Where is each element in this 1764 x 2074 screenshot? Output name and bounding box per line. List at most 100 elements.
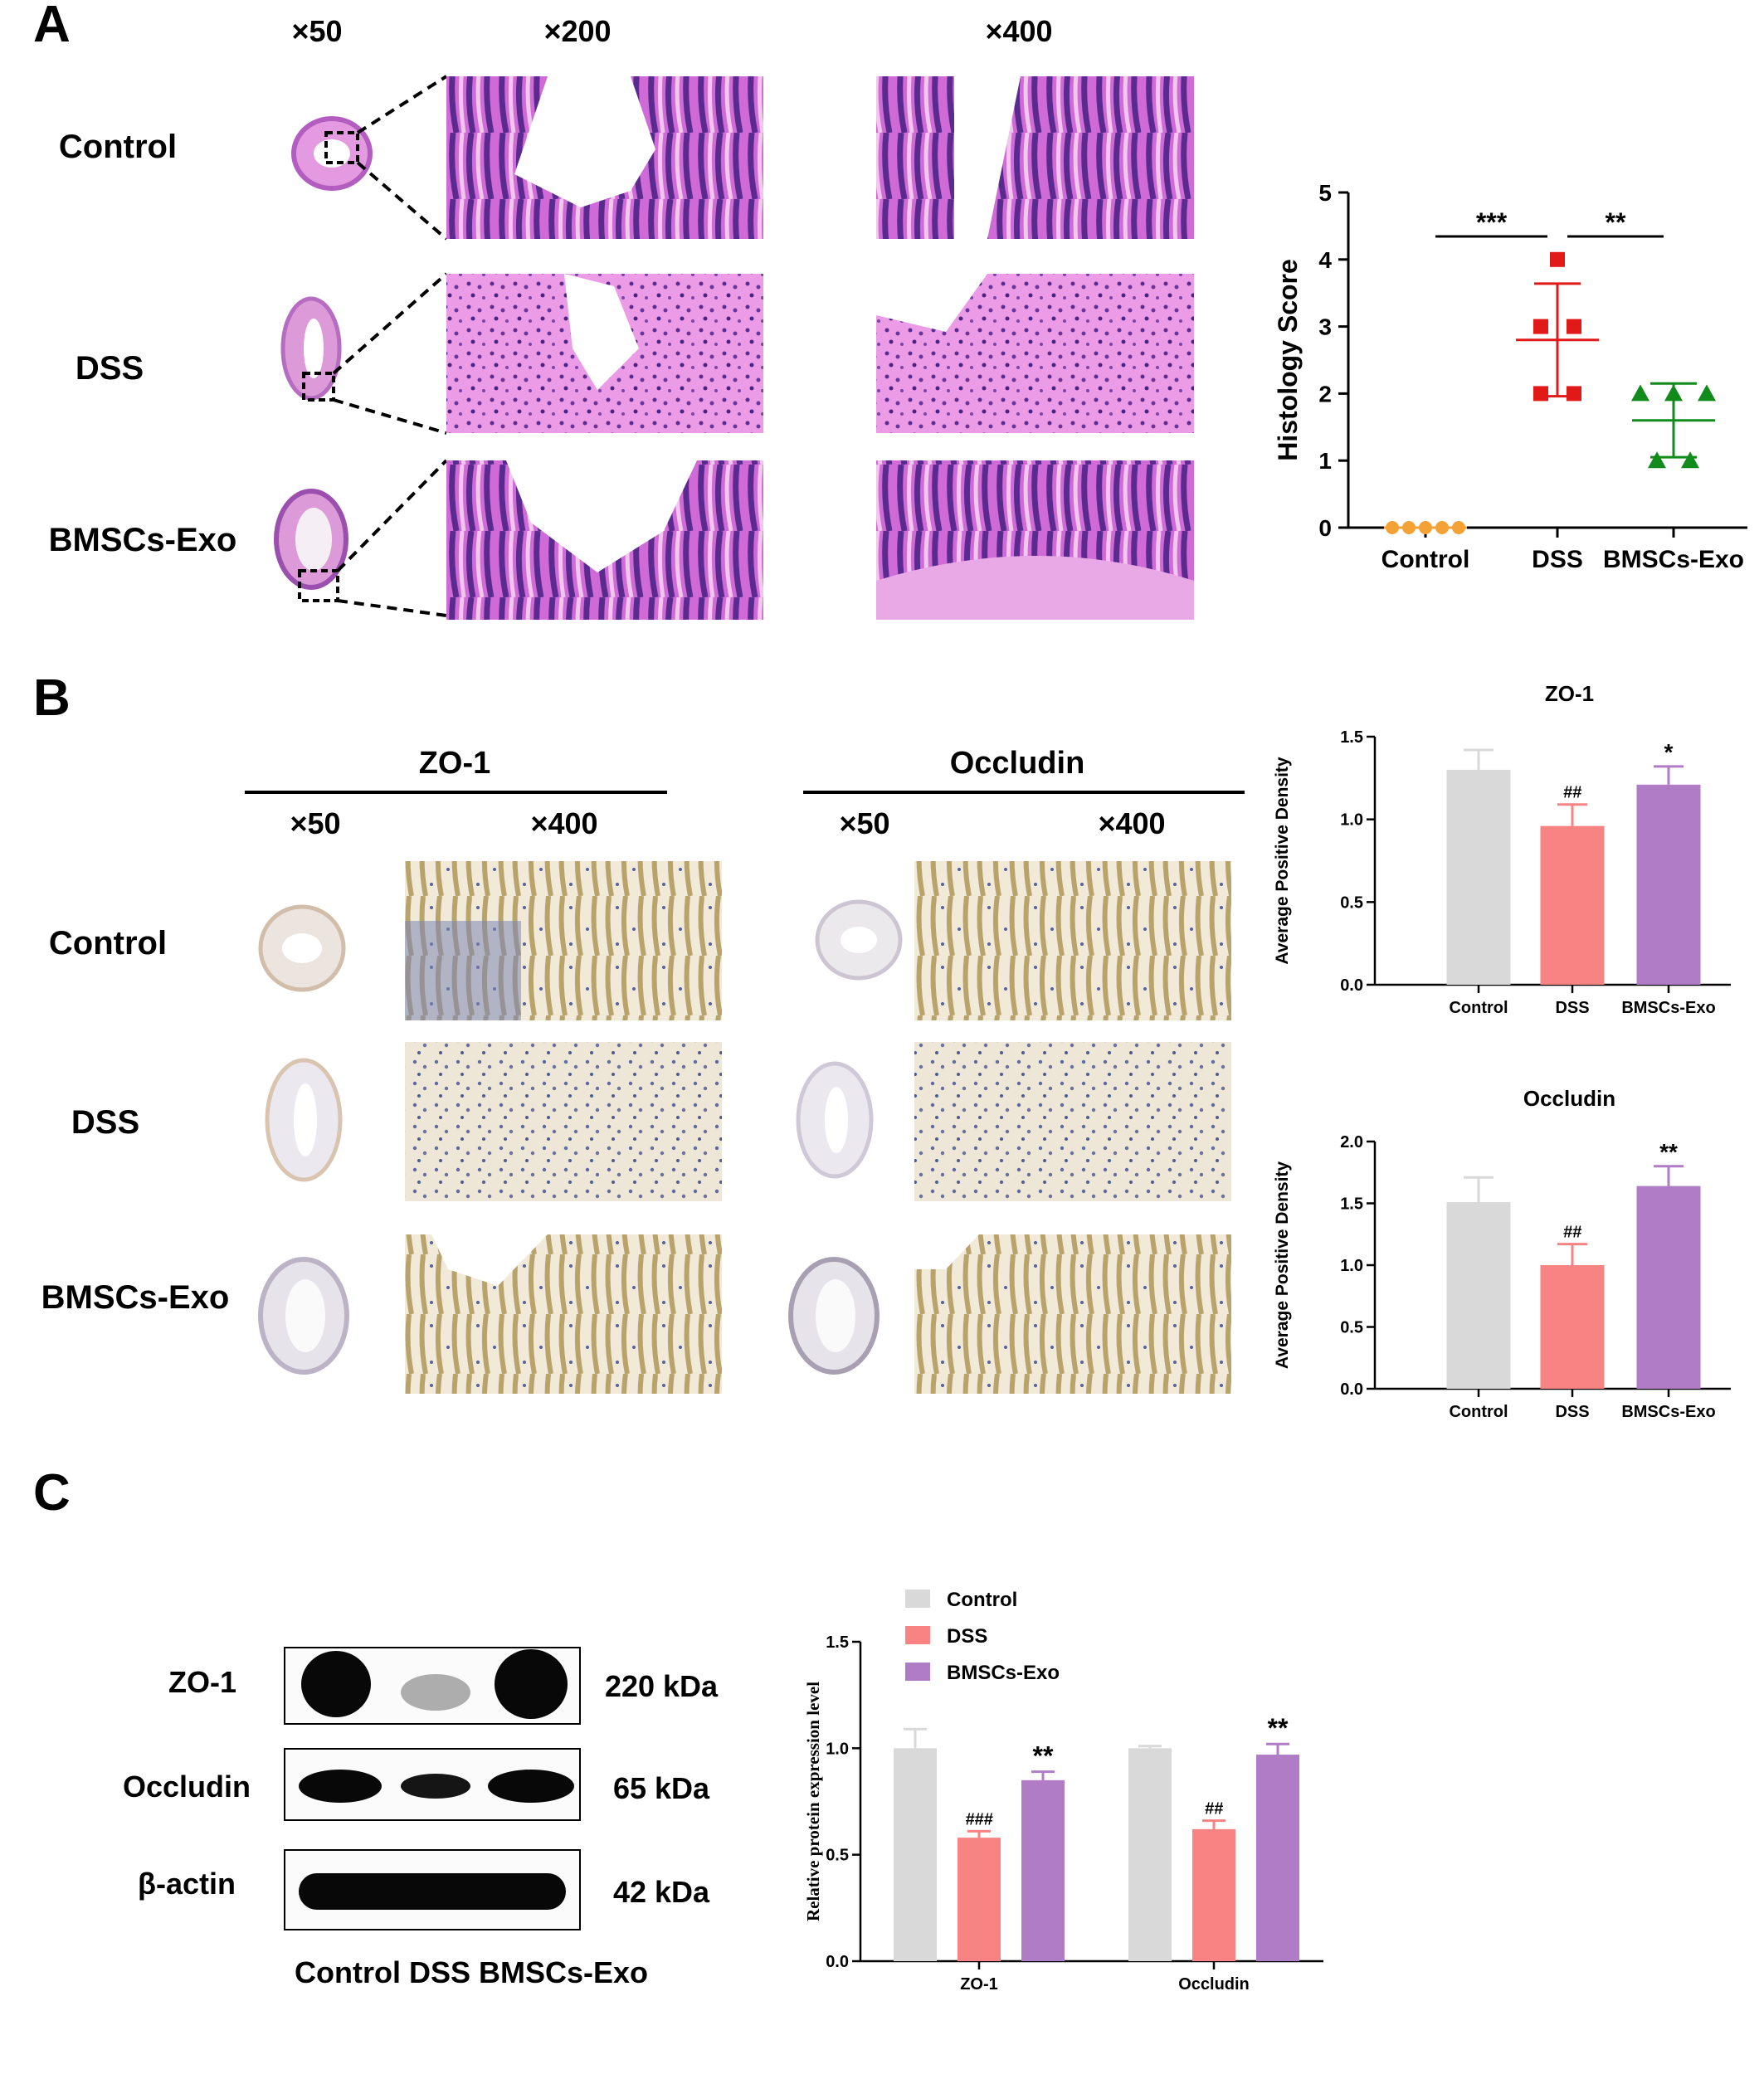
ihc-blue-region — [405, 921, 521, 1020]
data-point — [1567, 319, 1581, 334]
he-stroma — [876, 556, 1194, 620]
legend-label: BMSCs-Exo — [947, 1662, 1060, 1684]
bar — [1446, 769, 1511, 985]
he-image-control-x400 — [876, 76, 1194, 239]
blot-band — [299, 1873, 566, 1910]
zoom-line — [336, 459, 448, 572]
panel-a-row-label-bmscs: BMSCs-Exo — [49, 522, 237, 558]
chart-title: Occludin — [1523, 1086, 1615, 1111]
panel-a-row-label-control: Control — [59, 129, 177, 165]
bar — [894, 1748, 937, 1961]
he-lumen — [564, 274, 639, 390]
blot-size-beta-actin: 42 kDa — [613, 1875, 710, 1909]
panel-b-mag-400: ×400 — [1098, 806, 1165, 840]
zoom-line — [356, 75, 448, 134]
data-point — [1452, 521, 1465, 534]
zoom-box — [302, 372, 335, 402]
data-point — [1435, 521, 1449, 534]
he-thumbnail-lumen — [295, 508, 332, 571]
ihc-lumen — [431, 1234, 548, 1286]
ihc-image-occludin-bmscs-x400 — [914, 1234, 1231, 1394]
data-point — [1419, 521, 1432, 534]
y-tick-label: 0.0 — [826, 1953, 849, 1971]
bar — [1021, 1779, 1065, 1961]
y-tick-label: 3 — [1318, 314, 1332, 340]
blot-size-occludin: 65 kDa — [613, 1771, 710, 1805]
panel-b-row-label-control: Control — [49, 925, 167, 962]
occludin-density-chart: Occludin 0.0 0.5 1.0 1.5 2.0 Average Positive … — [1273, 1086, 1731, 1421]
zoom-line — [332, 272, 448, 375]
bar — [1540, 1265, 1605, 1389]
ihc-image-occludin-dss-x400 — [914, 1042, 1231, 1201]
panel-letter-b: B — [33, 669, 71, 727]
panel-b-stain-occludin: Occludin — [950, 746, 1085, 781]
panel-letter-a: A — [33, 0, 71, 53]
bar — [1446, 1202, 1511, 1389]
he-lumen — [506, 460, 697, 572]
y-tick-label: 2.0 — [1340, 1133, 1363, 1151]
zoom-line — [337, 599, 447, 617]
x-tick-label: DSS — [1555, 999, 1589, 1017]
panel-a-row-label-dss: DSS — [76, 350, 144, 387]
significance-label: ## — [1563, 784, 1582, 802]
panel-b-stain-zo1: ZO-1 — [419, 746, 491, 781]
y-tick-label: 0.0 — [1340, 976, 1363, 995]
y-tick-label: 1.0 — [1340, 1257, 1363, 1275]
bar — [1636, 784, 1701, 985]
y-tick-label: 0 — [1318, 515, 1332, 541]
blot-size-zo1: 220 kDa — [605, 1669, 719, 1703]
data-point — [1567, 386, 1581, 402]
data-point — [1681, 451, 1699, 469]
x-tick-label: BMSCs-Exo — [1621, 999, 1715, 1017]
data-point — [1533, 386, 1548, 402]
x-tick-label: BMSCs-Exo — [1603, 546, 1744, 573]
blot-lane-labels: Control DSS BMSCs-Exo — [295, 1955, 648, 1989]
bar — [1636, 1185, 1701, 1389]
he-thumbnail-lumen — [304, 319, 324, 378]
zoom-box — [324, 131, 359, 164]
ihc-thumbnail-lumen — [282, 933, 322, 963]
blot-band — [299, 1770, 382, 1803]
y-tick-label: 0.5 — [1340, 893, 1363, 912]
x-tick-label: Control — [1381, 546, 1470, 573]
zoom-line — [356, 161, 448, 241]
blot-row-label-beta-actin: β-actin — [138, 1867, 236, 1901]
he-lumen — [876, 274, 987, 332]
data-point — [1402, 521, 1416, 534]
protein-expression-chart: 0.0 0.5 1.0 1.5 Relative protein expression … — [803, 1589, 1323, 1994]
y-tick-label: 0.5 — [1340, 1319, 1363, 1337]
ihc-image-zo1-dss-x400 — [405, 1042, 722, 1201]
y-tick-label: 1 — [1318, 448, 1332, 474]
panel-b-mag-400: ×400 — [530, 806, 597, 840]
y-axis-label: Relative protein expression level — [803, 1682, 823, 1921]
panel-a-mag-400: ×400 — [985, 14, 1052, 48]
chart-title: ZO-1 — [1545, 681, 1594, 706]
data-point — [1550, 251, 1565, 267]
panel-b-mag-50: ×50 — [839, 806, 889, 840]
y-axis-label: Average Positive Density — [1273, 757, 1292, 964]
he-lumen — [514, 76, 655, 207]
bar — [1540, 825, 1605, 985]
panel-b-row-label-dss: DSS — [71, 1104, 139, 1141]
zoom-line — [333, 398, 447, 435]
data-point — [1698, 384, 1716, 402]
x-tick-label: Control — [1449, 999, 1508, 1017]
y-tick-label: 1.0 — [1340, 811, 1363, 830]
panel-a-mag-200: ×200 — [543, 14, 611, 48]
significance-label: * — [1664, 739, 1674, 765]
panel-a-mag-50: ×50 — [291, 14, 342, 48]
ihc-image-occludin-control-x400 — [914, 861, 1231, 1020]
histology-score-chart: 0 1 2 3 4 5 Control DSS BMSCs-Exo Histology Score… — [1273, 180, 1747, 573]
y-tick-label: 4 — [1318, 247, 1332, 273]
blot-band — [401, 1774, 470, 1799]
y-tick-label: 2 — [1318, 381, 1332, 407]
bar — [958, 1838, 1001, 1961]
panel-b-mag-50: ×50 — [290, 806, 340, 840]
he-thumbnail-lumen — [314, 139, 350, 168]
blot-band — [301, 1651, 371, 1717]
legend-swatch — [905, 1626, 930, 1644]
zoom-box — [298, 569, 339, 602]
ihc-thumbnail-lumen — [816, 1279, 855, 1352]
zo1-density-chart: ZO-1 0.0 0.5 1.0 1.5 Average Positive Density… — [1273, 681, 1731, 1017]
ihc-thumbnail-lumen — [285, 1279, 325, 1352]
